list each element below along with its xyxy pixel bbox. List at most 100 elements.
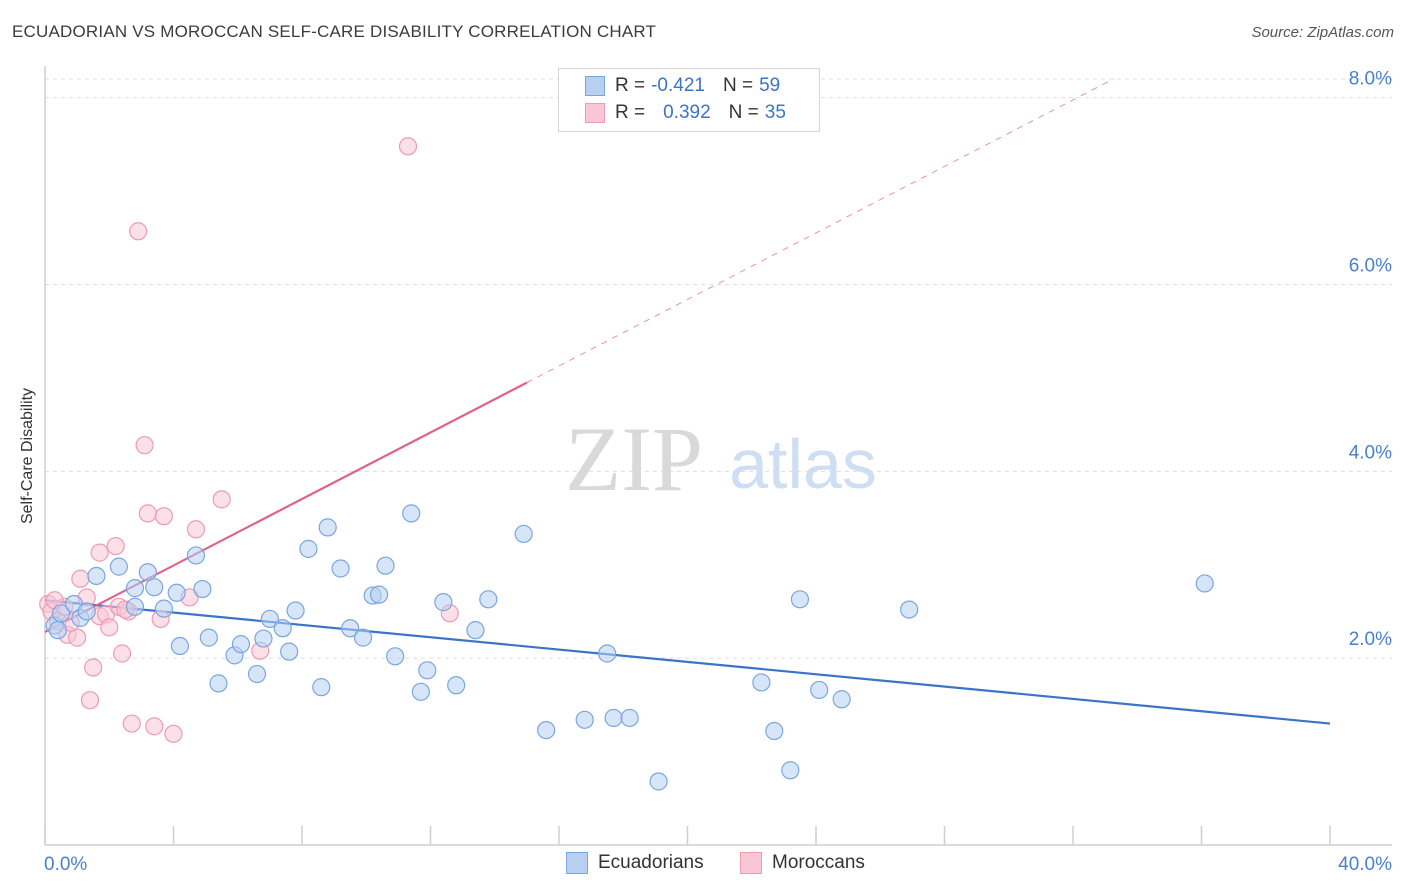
ecuadorian-point [434,593,453,612]
ecuadorian-point [318,518,337,537]
data-points [39,137,1214,791]
y-tick-label: 2.0% [1349,629,1392,650]
ecuadorian-point [209,674,228,693]
legend-box: R = -0.421 N = 59 R = 0.392 N = 35 [558,68,820,132]
moroccan-point [212,490,231,509]
ecuadorian-point [466,621,485,640]
legend-n-label: N = [722,75,754,96]
ecuadorian-point [418,661,437,680]
moroccans-trendline-extension [526,78,1114,384]
axes [44,66,1392,846]
ecuadorian-point [649,772,668,791]
ecuadorian-point [231,635,251,654]
moroccan-point [138,504,157,523]
moroccan-point [68,628,87,647]
y-tick-label: 8.0% [1349,69,1392,90]
bottom-legend-ecuadorians: Ecuadorians [566,852,704,874]
moroccan-point [122,714,141,733]
ecuadorian-point [125,579,145,598]
ecuadorian-point [299,539,318,558]
legend-swatch-pink [585,103,605,123]
ecuadorian-point [48,621,67,640]
watermark: ZIP atlas [565,408,877,510]
moroccan-point [106,536,125,556]
ecuadorian-point [77,602,96,621]
x-tick-label-max: 40.0% [1338,854,1392,875]
ecuadorian-point [752,673,771,692]
y-tick-label: 6.0% [1349,256,1392,277]
ecuadorian-point [598,644,617,663]
ecuadorian-point [125,597,145,616]
ecuadorian-point [514,524,533,544]
ecuadorian-point [575,710,594,729]
moroccans-trendline [44,381,528,633]
ecuadorian-point [186,546,206,565]
moroccan-point [145,717,164,736]
chart-source: Source: ZipAtlas.com [1251,24,1394,41]
ecuadorian-point [193,579,212,599]
legend-n-label: N = [728,102,759,123]
ecuadorian-point [87,566,106,586]
ecuadorian-point [170,636,190,656]
moroccan-point [90,543,109,562]
moroccan-point [164,724,183,743]
tick-labels: 2.0% 4.0% 6.0% 8.0% 0.0% 40.0% [44,69,1392,875]
ecuadorian-point [145,578,164,597]
watermark-zip: ZIP [565,408,703,510]
ecuadorian-point [1195,574,1214,593]
ecuadorian-point [604,708,623,728]
ecuadorian-point [199,628,218,647]
legend-row-moroccans: R = 0.392 N = 35 [585,100,786,126]
legend-r-label: R = [615,102,646,123]
ecuadorian-point [386,647,405,666]
ecuadorian-point [900,600,919,619]
ecuadorian-point [781,761,800,780]
moroccan-point [398,137,418,156]
bottom-legend-label: Moroccans [772,852,865,873]
ecuadorian-point [790,590,810,609]
ecuadorian-point [810,680,829,700]
x-tick-label-min: 0.0% [44,854,87,875]
ecuadorian-point [331,559,350,578]
bottom-legend-swatch-blue [566,852,588,874]
moroccan-point [154,507,173,526]
legend-r-value: 0.392 [663,102,711,123]
moroccan-point [135,436,154,455]
legend-n-value: 35 [764,102,786,123]
ecuadorian-point [447,676,466,695]
ecuadorian-point [312,678,331,697]
ecuadorian-point [479,590,498,609]
moroccan-point [112,644,132,663]
moroccan-point [84,658,103,677]
ecuadorians-trendline [44,599,1331,725]
legend-r-value: -0.421 [651,75,705,96]
ecuadorian-point [402,504,421,523]
moroccan-point [71,569,90,588]
moroccan-point [129,222,148,241]
moroccan-point [100,618,119,637]
chart-title: ECUADORIAN VS MOROCCAN SELF-CARE DISABIL… [12,22,657,41]
ecuadorian-point [273,619,292,638]
bottom-legend-label: Ecuadorians [598,852,704,873]
trendlines [44,78,1331,725]
ecuadorian-point [353,628,373,647]
ecuadorian-point [154,599,173,618]
ecuadorian-point [138,563,157,582]
legend-n-value: 59 [759,75,781,96]
ecuadorian-point [286,601,305,620]
ecuadorian-point [254,629,273,648]
moroccan-point [80,691,100,710]
y-tick-label: 4.0% [1349,442,1392,463]
ecuadorian-point [109,557,128,576]
ecuadorian-point [247,664,267,684]
ecuadorian-point [341,619,360,638]
ecuadorian-point [620,708,639,728]
ecuadorian-point [411,682,430,701]
ecuadorian-point [832,690,851,709]
ecuadorian-point [537,720,556,740]
ecuadorian-point [376,556,395,575]
ecuadorian-point [370,585,389,604]
legend-row-ecuadorians: R = -0.421 N = 59 [585,73,780,99]
watermark-atlas: atlas [729,425,877,503]
